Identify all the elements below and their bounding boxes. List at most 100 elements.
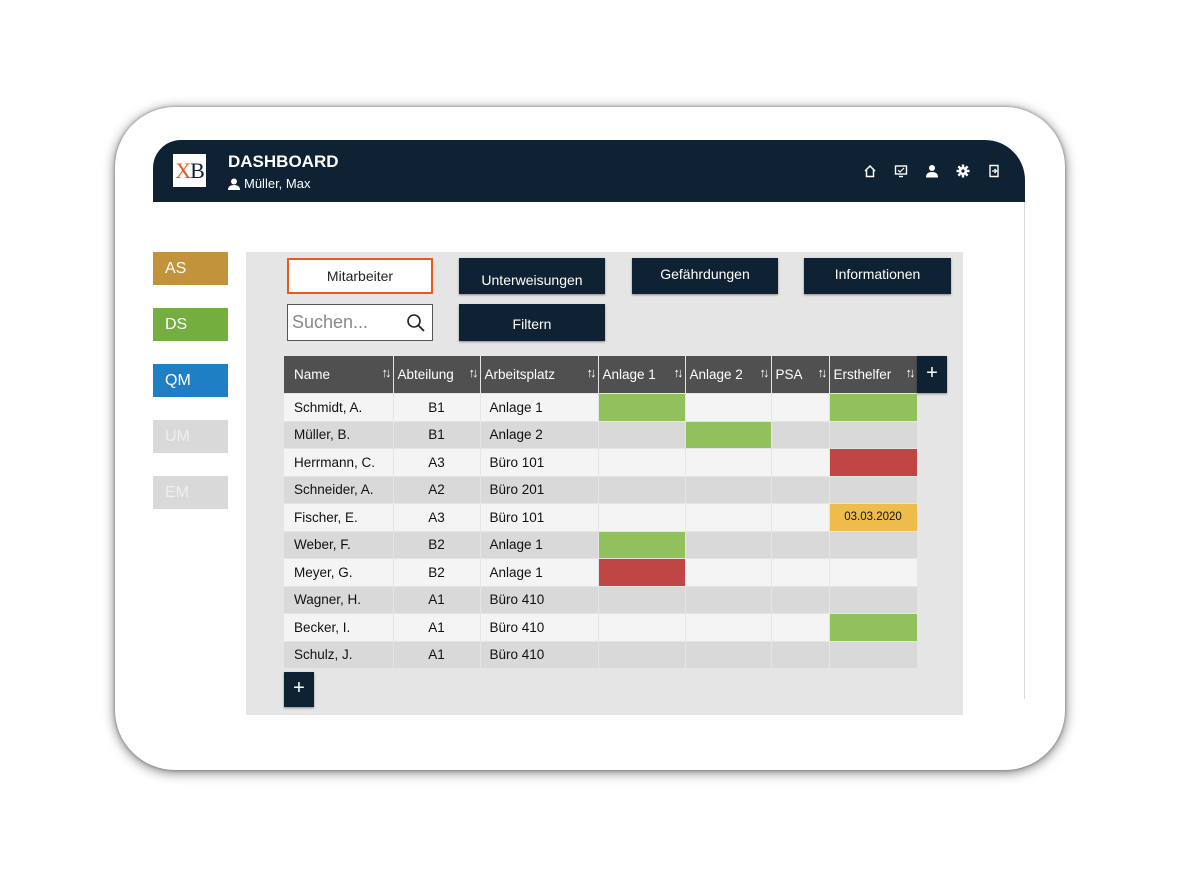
cell-ersthelfer[interactable]	[829, 585, 918, 614]
cell-anlage1[interactable]	[598, 503, 686, 531]
cell-abteilung: B2	[393, 558, 481, 586]
cell-abteilung: A3	[393, 503, 481, 531]
user-icon[interactable]	[925, 164, 939, 178]
cell-ersthelfer[interactable]	[829, 613, 918, 641]
cell-anlage1[interactable]	[598, 530, 686, 559]
cell-ersthelfer[interactable]	[829, 530, 918, 559]
cell-anlage1[interactable]	[598, 420, 686, 449]
cell-ersthelfer[interactable]	[829, 475, 918, 504]
sidebar-item-um: UM	[153, 420, 228, 453]
table-row[interactable]: Fischer, E. A3 Büro 101 03.03.2020	[284, 503, 918, 531]
cell-anlage1[interactable]	[598, 475, 686, 504]
logout-icon[interactable]	[987, 164, 1001, 178]
tab-informationen[interactable]: Informationen	[804, 258, 951, 294]
user-small-icon	[228, 178, 240, 190]
cell-ersthelfer[interactable]	[829, 420, 918, 449]
cell-ersthelfer[interactable]	[829, 558, 918, 586]
cell-anlage2[interactable]	[685, 585, 772, 614]
cell-anlage2[interactable]	[685, 475, 772, 504]
monitor-icon[interactable]	[894, 164, 908, 178]
cell-arbeitsplatz: Büro 101	[480, 503, 599, 531]
sidebar-item-ds[interactable]: DS	[153, 308, 228, 341]
filter-button[interactable]: Filtern	[459, 304, 605, 341]
page-title: DASHBOARD	[228, 152, 339, 171]
table-row[interactable]: Schulz, J. A1 Büro 410	[284, 640, 918, 668]
cell-psa[interactable]	[771, 393, 830, 421]
table-row[interactable]: Becker, I. A1 Büro 410	[284, 613, 918, 641]
column-header-name[interactable]: Name ↑↓	[284, 356, 394, 394]
column-header-arbeitsplatz[interactable]: Arbeitsplatz ↑↓	[480, 356, 599, 394]
cell-psa[interactable]	[771, 613, 830, 641]
cell-anlage1[interactable]	[598, 585, 686, 614]
cell-psa[interactable]	[771, 530, 830, 559]
cell-psa[interactable]	[771, 640, 830, 668]
cell-abteilung: A2	[393, 475, 481, 504]
sort-icon[interactable]: ↑↓	[468, 365, 479, 380]
cell-anlage1[interactable]	[598, 613, 686, 641]
cell-arbeitsplatz: Büro 410	[480, 640, 599, 668]
sort-icon[interactable]: ↑↓	[586, 365, 597, 380]
cell-psa[interactable]	[771, 558, 830, 586]
cell-ersthelfer[interactable]: 03.03.2020	[829, 503, 918, 531]
cell-name: Wagner, H.	[284, 585, 394, 614]
table-row[interactable]: Müller, B. B1 Anlage 2	[284, 420, 918, 449]
sort-icon[interactable]: ↑↓	[759, 365, 770, 380]
sidebar-item-qm[interactable]: QM	[153, 364, 228, 397]
home-icon[interactable]	[863, 164, 877, 178]
cell-name: Becker, I.	[284, 613, 394, 641]
add-column-button[interactable]: +	[917, 356, 947, 393]
cell-ersthelfer[interactable]	[829, 640, 918, 668]
table-row[interactable]: Wagner, H. A1 Büro 410	[284, 585, 918, 614]
cell-anlage2[interactable]	[685, 640, 772, 668]
cell-anlage1[interactable]	[598, 393, 686, 421]
frame-divider	[1024, 202, 1025, 699]
cell-ersthelfer[interactable]	[829, 448, 918, 476]
sort-icon[interactable]: ↑↓	[817, 365, 828, 380]
search-box	[287, 304, 433, 341]
cell-name: Fischer, E.	[284, 503, 394, 531]
cell-name: Schulz, J.	[284, 640, 394, 668]
tab-mitarbeiter[interactable]: Mitarbeiter	[287, 258, 433, 294]
sidebar-item-as[interactable]: AS	[153, 252, 228, 285]
header-bar: XB DASHBOARD Müller, Max	[153, 140, 1025, 202]
add-row-button[interactable]: +	[284, 672, 314, 707]
cell-anlage2[interactable]	[685, 558, 772, 586]
table-row[interactable]: Schneider, A. A2 Büro 201	[284, 475, 918, 504]
logo[interactable]: XB	[173, 154, 206, 187]
cell-ersthelfer[interactable]	[829, 393, 918, 421]
tab-gefaehrdungen[interactable]: Gefährdungen	[632, 258, 778, 294]
cell-anlage1[interactable]	[598, 640, 686, 668]
column-header-psa[interactable]: PSA ↑↓	[771, 356, 830, 394]
cell-anlage1[interactable]	[598, 448, 686, 476]
column-header-anlage2[interactable]: Anlage 2 ↑↓	[685, 356, 772, 394]
cell-anlage2[interactable]	[685, 613, 772, 641]
search-icon[interactable]	[406, 313, 426, 333]
cell-arbeitsplatz: Büro 101	[480, 448, 599, 476]
cell-anlage2[interactable]	[685, 393, 772, 421]
tab-unterweisungen[interactable]: Unterweisungen	[459, 258, 605, 294]
cell-anlage2[interactable]	[685, 503, 772, 531]
sort-icon[interactable]: ↑↓	[673, 365, 684, 380]
table-row[interactable]: Schmidt, A. B1 Anlage 1	[284, 393, 918, 421]
sort-icon[interactable]: ↑↓	[905, 365, 916, 380]
sort-icon[interactable]: ↑↓	[381, 365, 392, 380]
cell-psa[interactable]	[771, 448, 830, 476]
cell-anlage2[interactable]	[685, 530, 772, 559]
column-header-ersthelfer[interactable]: Ersthelfer ↑↓	[829, 356, 918, 394]
cell-arbeitsplatz: Anlage 1	[480, 393, 599, 421]
table-row[interactable]: Meyer, G. B2 Anlage 1	[284, 558, 918, 586]
column-header-anlage1[interactable]: Anlage 1 ↑↓	[598, 356, 686, 394]
cell-name: Müller, B.	[284, 420, 394, 449]
cell-anlage1[interactable]	[598, 558, 686, 586]
search-input[interactable]	[292, 309, 402, 336]
cell-anlage2[interactable]	[685, 420, 772, 449]
table-row[interactable]: Herrmann, C. A3 Büro 101	[284, 448, 918, 476]
gear-icon[interactable]	[956, 164, 970, 178]
cell-psa[interactable]	[771, 503, 830, 531]
cell-psa[interactable]	[771, 585, 830, 614]
cell-psa[interactable]	[771, 420, 830, 449]
cell-anlage2[interactable]	[685, 448, 772, 476]
cell-psa[interactable]	[771, 475, 830, 504]
table-row[interactable]: Weber, F. B2 Anlage 1	[284, 530, 918, 559]
column-header-abteilung[interactable]: Abteilung ↑↓	[393, 356, 481, 394]
